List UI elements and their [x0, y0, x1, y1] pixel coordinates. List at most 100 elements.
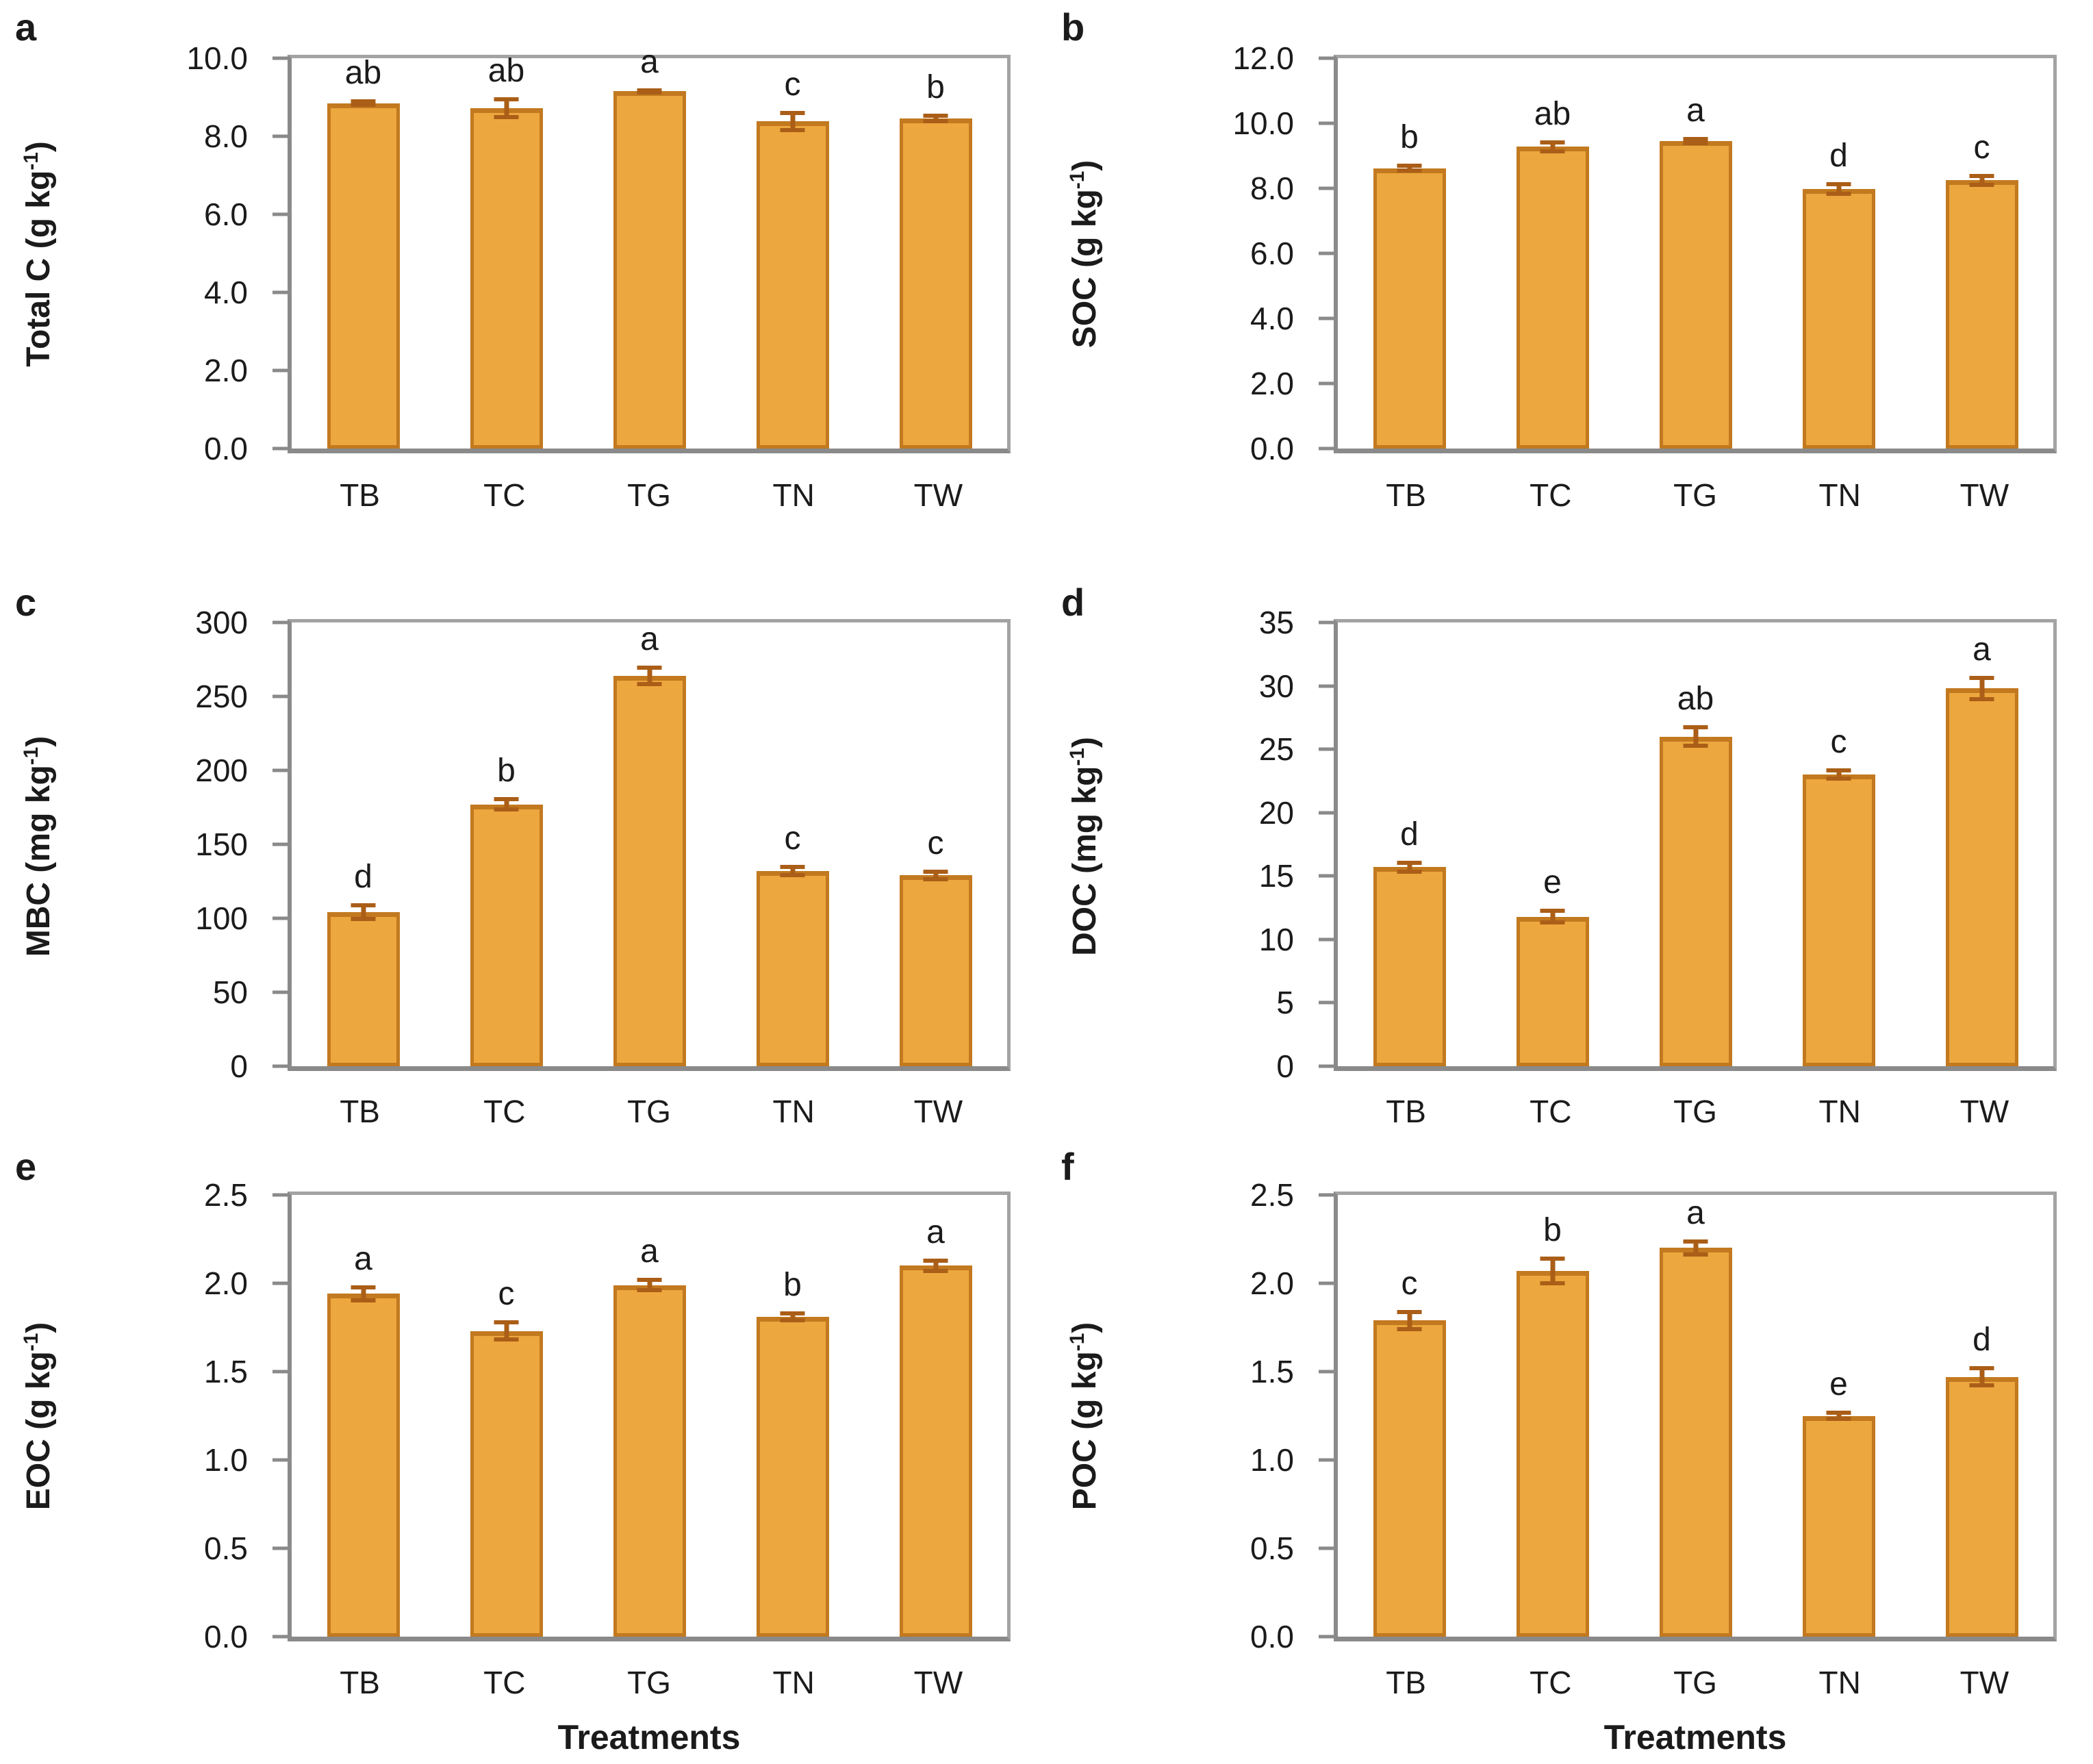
error-bar: [933, 113, 938, 123]
error-bar: [1693, 724, 1698, 748]
sig-letter: b: [497, 752, 516, 789]
panel-letter-e: e: [15, 1145, 37, 1188]
y-tick-label: 25: [1258, 731, 1294, 768]
y-tick-mark: [272, 1635, 288, 1639]
y-tick-label: 2.0: [204, 353, 248, 388]
y-tick-mark: [1319, 1000, 1334, 1005]
sig-letter: a: [1973, 631, 1991, 668]
y-tick-label: 35: [1258, 605, 1294, 640]
panel-letter-f: f: [1061, 1145, 1074, 1188]
y-tick-label: 0.5: [1250, 1530, 1294, 1566]
x-tick-label-tn: TN: [1818, 477, 1861, 513]
bar-tb: [327, 103, 400, 449]
y-tick-label: 100: [195, 900, 248, 936]
y-tick-mark: [1319, 1546, 1334, 1550]
bar-tg: [613, 675, 686, 1066]
y-axis-label: MBC (mg kg-1): [20, 735, 57, 957]
sig-letter: e: [1829, 1365, 1848, 1402]
x-axis-title: Treatments: [557, 1718, 741, 1756]
bars: a c a b a: [292, 1195, 1007, 1637]
bar-slot: b: [1481, 1195, 1624, 1637]
y-tick-mark: [1319, 56, 1334, 60]
y-tick-mark: [272, 1458, 288, 1462]
error-bar: [1550, 1257, 1555, 1285]
y-tick-label: 8.0: [1250, 171, 1294, 206]
sig-letter: c: [1973, 129, 1990, 166]
bar-slot: ab: [1481, 58, 1624, 449]
y-tick-mark: [1319, 381, 1334, 386]
bar-tg: [1659, 141, 1732, 449]
y-tick-label: 0.0: [1250, 1619, 1294, 1654]
bar-slot: ab: [292, 56, 435, 449]
bar-slot: a: [1624, 58, 1767, 449]
y-tick-mark: [272, 134, 288, 138]
bars: d b a c c: [292, 622, 1007, 1066]
bar-tb: [1373, 1320, 1446, 1637]
y-axis-label: DOC (mg kg-1): [1066, 737, 1103, 956]
y-tick-label: 50: [212, 974, 248, 1010]
y-tick-mark: [1319, 1458, 1334, 1462]
y-tick-label: 12.0: [1232, 40, 1294, 76]
y-tick-label: 4.0: [1250, 301, 1294, 336]
bar-tn: [1802, 188, 1875, 449]
plot-area: 0.0 0.5 1.0 1.5 2.0 2.5 a c a b a: [204, 1179, 1011, 1652]
bar-slot: b: [864, 58, 1007, 449]
x-tick-label-tn: TN: [772, 1094, 815, 1129]
sig-letter: c: [1830, 723, 1847, 760]
x-tick-labels: TB TC TG TN TW: [1334, 1096, 2057, 1127]
error-bar: [790, 110, 795, 132]
y-tick-mark: [272, 368, 288, 373]
x-tick-label-tc: TC: [1530, 477, 1572, 513]
plot-area: 0 50 100 150 200 250 300 d b a c c: [195, 607, 1011, 1082]
x-tick-label-tg: TG: [1673, 1665, 1717, 1700]
bar-tw: [899, 118, 972, 449]
y-tick-label: 10.0: [1232, 105, 1294, 141]
bar-tb: [1373, 168, 1446, 449]
error-bar: [933, 869, 938, 881]
x-tick-label-tn: TN: [1818, 1665, 1861, 1700]
sig-letter: b: [783, 1267, 802, 1304]
x-tick-label-tw: TW: [1959, 1094, 2009, 1129]
x-tick-labels: TB TC TG TN TW: [1334, 1667, 2057, 1698]
error-bar: [361, 99, 366, 108]
bar-tb: [1373, 867, 1446, 1066]
error-bar: [1693, 1239, 1698, 1257]
sig-letter: c: [784, 820, 801, 857]
bar-slot: b: [435, 622, 578, 1066]
bar-slot: a: [1910, 622, 2053, 1066]
y-tick-mark: [1319, 620, 1334, 625]
y-tick-mark: [272, 768, 288, 772]
bar-tw: [899, 1265, 972, 1637]
bar-slot: c: [721, 58, 864, 449]
y-tick-label: 6.0: [204, 197, 248, 232]
y-tick-mark: [272, 1281, 288, 1285]
y-tick-mark: [1319, 684, 1334, 688]
sig-letter: a: [1686, 92, 1705, 129]
plot-area: 0.0 0.5 1.0 1.5 2.0 2.5 c b a e d: [1250, 1179, 2057, 1652]
error-bar: [1407, 861, 1412, 874]
y-tick-mark: [272, 620, 288, 625]
y-tick-mark: [272, 212, 288, 216]
panel-f: f POC (g kg-1) 0.0 0.5 1.0 1.5 2.0 2.5 c b a e d TB TC…: [1046, 1148, 2093, 1764]
y-tick-label: 10.0: [186, 40, 248, 76]
plot-area: 0 5 10 15 20 25 30 35 d e ab c a: [1259, 607, 2057, 1082]
error-bar: [504, 97, 509, 119]
y-tick-mark: [272, 990, 288, 994]
x-tick-label-tb: TB: [340, 1094, 380, 1129]
sig-letter: b: [1400, 119, 1419, 156]
bar-tw: [899, 875, 972, 1066]
y-tick-mark: [1319, 1635, 1334, 1639]
y-tick-mark: [1319, 1193, 1334, 1197]
y-tick-label: 0.0: [204, 431, 248, 466]
error-bar: [1979, 675, 1984, 701]
bar-slot: ab: [1624, 622, 1767, 1066]
y-tick-label: 15: [1258, 858, 1294, 894]
panel-a: a Total C (g kg-1) 0.0 2.0 4.0 6.0 8.0 10.0 ab ab…: [0, 0, 1046, 588]
sig-letter: a: [640, 1233, 659, 1270]
bar-slot: c: [864, 622, 1007, 1066]
y-tick-label: 8.0: [204, 118, 248, 154]
y-tick-label: 300: [195, 605, 248, 640]
sig-letter: d: [1973, 1322, 1991, 1359]
bar-slot: a: [1624, 1195, 1767, 1637]
